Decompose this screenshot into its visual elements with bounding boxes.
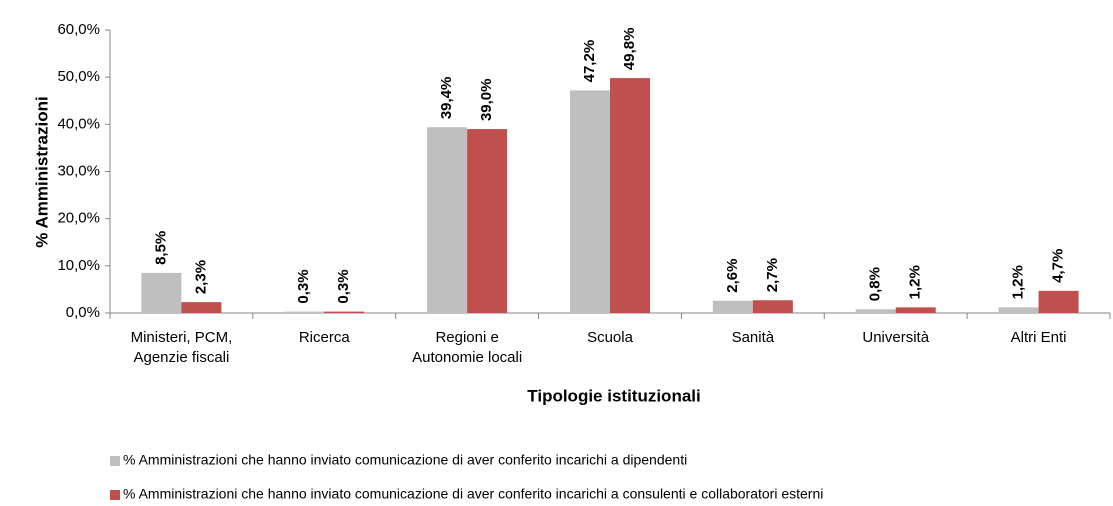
data-label: 2,3% — [192, 260, 209, 294]
y-tick-label: 60,0% — [57, 21, 100, 38]
legend-label: % Amministrazioni che hanno inviato comu… — [123, 452, 687, 468]
bar — [570, 90, 610, 313]
bar — [895, 307, 936, 313]
data-label: 0,3% — [335, 269, 352, 303]
x-tick-label: Ministeri, PCM, Agenzie fiscali — [130, 329, 233, 366]
data-label: 0,3% — [295, 269, 312, 303]
x-tick-label: Sanità — [731, 329, 775, 346]
x-tick-label: Università — [862, 329, 930, 346]
bar — [752, 300, 793, 313]
bar — [181, 302, 222, 313]
bar — [1038, 290, 1079, 313]
bar — [712, 300, 753, 313]
bar — [284, 311, 325, 313]
y-tick-label: 30,0% — [57, 162, 100, 179]
x-tick-label: Regioni e Autonomie locali — [412, 329, 523, 366]
data-label: 8,5% — [152, 231, 169, 265]
bar — [467, 129, 508, 313]
bar — [427, 127, 468, 313]
bar — [324, 311, 365, 313]
x-axis-title: Tipologie istituzionali — [527, 386, 700, 405]
data-label: 39,4% — [438, 77, 455, 120]
bar — [141, 272, 182, 313]
x-tick-label: Ricerca — [298, 329, 350, 346]
data-label: 47,2% — [581, 40, 598, 83]
bar — [855, 309, 896, 313]
y-axis-title: % Amministrazioni — [32, 96, 51, 247]
data-label: 1,2% — [907, 265, 924, 299]
bar — [998, 307, 1039, 313]
legend-swatch — [110, 490, 120, 500]
y-tick-label: 20,0% — [57, 210, 100, 227]
x-tick-label: Altri Enti — [1010, 329, 1067, 346]
data-label: 2,7% — [764, 258, 781, 292]
y-tick-label: 0,0% — [66, 304, 100, 321]
data-label: 0,8% — [867, 267, 884, 301]
data-label: 2,6% — [724, 259, 741, 293]
bar — [610, 78, 650, 313]
y-tick-label: 10,0% — [57, 257, 100, 274]
data-label: 1,2% — [1010, 265, 1027, 299]
y-tick-label: 50,0% — [57, 68, 100, 85]
legend-swatch — [110, 456, 120, 466]
y-tick-label: 40,0% — [57, 115, 100, 132]
data-label: 4,7% — [1050, 249, 1067, 283]
data-label: 49,8% — [621, 28, 638, 71]
x-tick-label: Scuola — [587, 329, 633, 346]
legend-label: % Amministrazioni che hanno inviato comu… — [123, 486, 823, 502]
data-label: 39,0% — [478, 79, 495, 122]
